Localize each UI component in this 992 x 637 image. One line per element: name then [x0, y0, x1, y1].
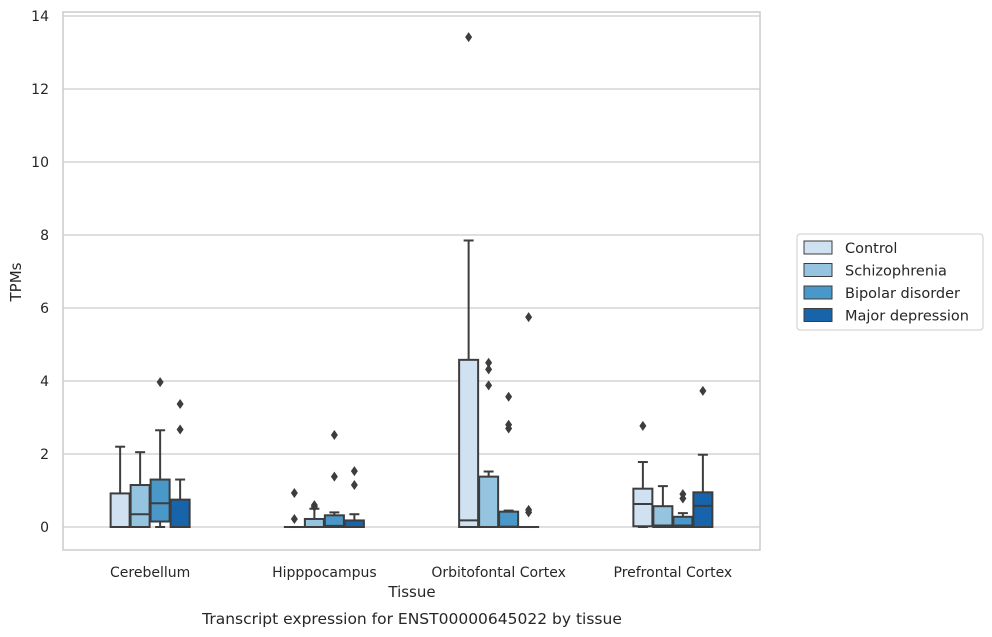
x-axis-label: Tissue: [387, 583, 435, 601]
outlier-point: [350, 466, 358, 477]
box-1-1: [303, 500, 325, 528]
legend-label: Control: [845, 241, 897, 257]
box-1-0: [283, 488, 305, 529]
x-tick-label: Hipppocampus: [272, 565, 377, 581]
box-0-2: [149, 377, 171, 528]
legend-label: Schizophrenia: [845, 264, 947, 280]
box-0-1: [129, 451, 151, 528]
outlier-point: [485, 357, 493, 368]
box-2-3: [518, 312, 540, 529]
y-tick-label: 2: [40, 447, 49, 463]
legend-swatch: [803, 240, 833, 255]
legend-label: Major depression: [845, 309, 969, 325]
plot-frame: [62, 11, 761, 551]
x-tick-label: Orbitofontal Cortex: [431, 565, 566, 581]
outlier-point: [290, 488, 298, 499]
outlier-point: [330, 430, 338, 441]
y-tick-label: 10: [31, 155, 49, 171]
box-0-3: [169, 398, 191, 528]
outlier-point: [176, 424, 184, 435]
box-groups: [109, 32, 714, 529]
box-iqr: [478, 475, 500, 529]
legend-frame: [796, 233, 984, 331]
outlier-point: [176, 398, 184, 409]
outlier-point: [465, 32, 473, 43]
box-3-1: [652, 485, 674, 529]
y-tick-label: 6: [40, 301, 49, 317]
box-2-0: [458, 32, 480, 528]
y-tick-label: 0: [40, 520, 49, 536]
y-tick-labels: 0 2 4 6 8 10 12 14: [31, 9, 49, 536]
outlier-point: [525, 312, 533, 323]
outlier-point: [505, 391, 513, 402]
box-iqr: [169, 498, 191, 528]
box-iqr: [692, 491, 714, 529]
outlier-point: [525, 504, 533, 515]
box-iqr: [129, 484, 151, 528]
outlier-point: [639, 420, 647, 431]
outlier-point: [679, 489, 687, 500]
y-tick-label: 14: [31, 9, 49, 25]
outlier-point: [156, 377, 164, 388]
box-3-0: [632, 420, 654, 528]
x-tick-labels: Cerebellum Hipppocampus Orbitofontal Corte…: [110, 565, 732, 581]
x-tick-label: Prefrontal Cortex: [614, 565, 733, 581]
legend-swatch: [803, 285, 833, 300]
outlier-point: [330, 471, 338, 482]
outlier-point: [485, 380, 493, 391]
y-tick-label: 8: [40, 228, 49, 244]
box-1-3: [343, 466, 365, 528]
box-iqr: [498, 510, 520, 529]
outlier-point: [350, 480, 358, 491]
box-2-2: [498, 391, 520, 529]
box-3-2: [672, 489, 694, 529]
box-0-0: [109, 445, 131, 529]
legend-label: Bipolar disorder: [845, 286, 960, 302]
box-iqr: [149, 478, 171, 523]
box-3-3: [692, 385, 714, 529]
box-2-1: [478, 357, 500, 529]
legend-swatch: [803, 308, 833, 322]
outlier-point: [485, 364, 493, 375]
legend-swatch: [803, 263, 833, 277]
y-tick-label: 4: [40, 374, 49, 390]
outlier-point: [310, 500, 318, 511]
outlier-point: [505, 419, 513, 430]
outlier-point: [699, 385, 707, 396]
box-iqr: [652, 505, 674, 529]
outlier-point: [290, 513, 298, 524]
box-iqr: [303, 517, 325, 528]
box-iqr: [109, 492, 131, 529]
chart-caption: Transcript expression for ENST0000064502…: [201, 610, 622, 628]
legend: Control Schizophrenia Bipolar disorder Majo…: [796, 233, 984, 331]
y-axis-label: TPMs: [7, 262, 25, 302]
y-tick-label: 12: [31, 82, 49, 98]
x-tick-label: Cerebellum: [110, 565, 190, 581]
box-iqr: [458, 358, 480, 528]
box-iqr: [632, 487, 654, 528]
box-1-2: [323, 430, 345, 529]
grid-lines: [63, 15, 760, 528]
